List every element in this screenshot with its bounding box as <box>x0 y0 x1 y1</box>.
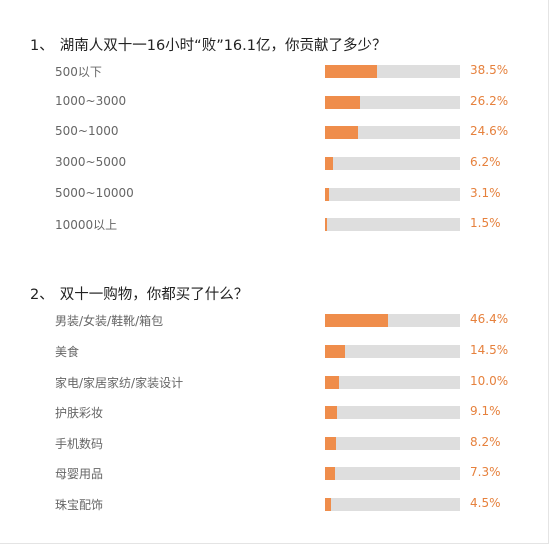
answer-label: 珠宝配饰 <box>55 498 104 512</box>
percent-label: 6.2% <box>470 155 501 169</box>
percent-label: 26.2% <box>470 94 509 108</box>
answer-row: 10000以上 1.5% <box>0 216 548 233</box>
bar-track <box>325 467 460 480</box>
bar-fill <box>325 437 336 450</box>
bar-fill <box>325 126 358 139</box>
answer-row: 500以下 38.5% <box>0 63 548 80</box>
percent-label: 10.0% <box>470 374 509 388</box>
answer-label: 1000~3000 <box>55 94 127 108</box>
percent-label: 8.2% <box>470 435 501 449</box>
bar-fill <box>325 406 337 419</box>
bar-track <box>325 218 460 231</box>
bar-track <box>325 406 460 419</box>
percent-label: 46.4% <box>470 312 509 326</box>
bar-fill <box>325 96 360 109</box>
question-number: 1、 <box>30 38 54 54</box>
bar-fill <box>325 376 339 389</box>
bar-fill <box>325 65 377 78</box>
answer-label: 3000~5000 <box>55 155 127 169</box>
answer-row: 1000~3000 26.2% <box>0 94 548 111</box>
bar-track <box>325 437 460 450</box>
answer-label: 母婴用品 <box>55 467 104 481</box>
answer-label: 手机数码 <box>55 437 104 451</box>
answer-row: 母婴用品 7.3% <box>0 465 548 482</box>
answer-row: 美食 14.5% <box>0 343 548 360</box>
answer-row: 手机数码 8.2% <box>0 435 548 452</box>
bar-fill <box>325 314 388 327</box>
answer-label: 500以下 <box>55 65 102 79</box>
percent-label: 24.6% <box>470 124 509 138</box>
bar-track <box>325 498 460 511</box>
bar-fill <box>325 345 345 358</box>
answer-row: 3000~5000 6.2% <box>0 155 548 172</box>
answer-label: 美食 <box>55 345 80 359</box>
answer-row: 5000~10000 3.1% <box>0 186 548 203</box>
answer-label: 护肤彩妆 <box>55 406 104 420</box>
bar-fill <box>325 467 335 480</box>
answer-row: 珠宝配饰 4.5% <box>0 496 548 513</box>
question-number: 2、 <box>30 287 54 303</box>
percent-label: 14.5% <box>470 343 509 357</box>
bar-track <box>325 96 460 109</box>
answer-row: 500~1000 24.6% <box>0 124 548 141</box>
question-title: 2、 双十一购物，你都买了什么？ <box>30 283 248 304</box>
answer-row: 男装/女装/鞋靴/箱包 46.4% <box>0 312 548 329</box>
percent-label: 1.5% <box>470 216 501 230</box>
answer-row: 家电/家居家纺/家装设计 10.0% <box>0 374 548 391</box>
question-text: 湖南人双十一16小时“败”16.1亿，你贡献了多少？ <box>59 38 387 54</box>
question-text: 双十一购物，你都买了什么？ <box>59 287 249 303</box>
bar-track <box>325 376 460 389</box>
bar-fill <box>325 218 327 231</box>
bar-track <box>325 126 460 139</box>
bar-fill <box>325 157 333 170</box>
percent-label: 7.3% <box>470 465 501 479</box>
answer-label: 5000~10000 <box>55 186 134 200</box>
answer-label: 500~1000 <box>55 124 119 138</box>
bar-fill <box>325 188 329 201</box>
bar-track <box>325 314 460 327</box>
bar-fill <box>325 498 331 511</box>
answer-label: 10000以上 <box>55 218 118 232</box>
answer-label: 家电/家居家纺/家装设计 <box>55 376 184 390</box>
percent-label: 9.1% <box>470 404 501 418</box>
answer-label: 男装/女装/鞋靴/箱包 <box>55 314 164 328</box>
question-title: 1、 湖南人双十一16小时“败”16.1亿，你贡献了多少？ <box>30 34 387 55</box>
percent-label: 38.5% <box>470 63 509 77</box>
bar-track <box>325 345 460 358</box>
answer-row: 护肤彩妆 9.1% <box>0 404 548 421</box>
bar-track <box>325 157 460 170</box>
bar-track <box>325 188 460 201</box>
percent-label: 3.1% <box>470 186 501 200</box>
bar-track <box>325 65 460 78</box>
percent-label: 4.5% <box>470 496 501 510</box>
